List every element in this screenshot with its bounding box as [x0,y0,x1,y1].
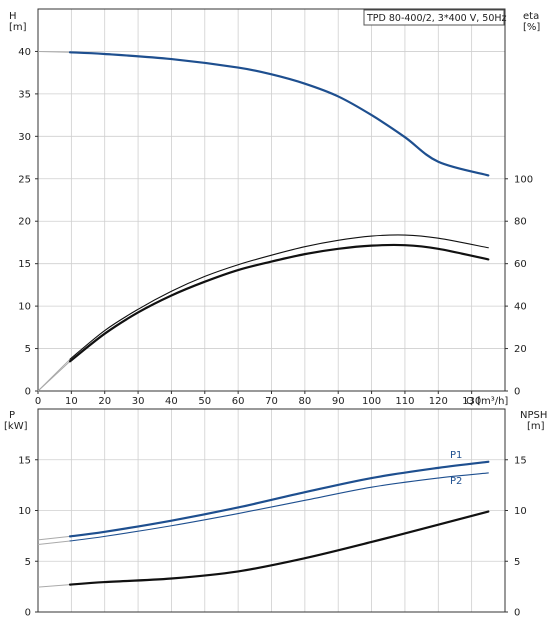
head-curve [68,51,490,177]
x-tick-label: 10 [65,396,78,407]
bottom-curves [37,460,490,588]
left-y-tick-label: 15 [18,455,31,466]
power-axis-label: P [9,410,15,421]
eta-tick-labels: 0 20 40 60 80 100 [505,174,533,398]
p2-series-label: P2 [450,476,462,487]
flow-axis-label: Q [m³/h] [466,396,508,407]
left-y-tick-label: 25 [18,174,31,185]
eta-axis-unit: [%] [523,22,540,33]
left-y-tick-label: 35 [18,89,31,100]
x-tick-label: 40 [165,396,178,407]
right-y-tick-label: 20 [514,344,527,355]
right-y-tick-label: 100 [514,174,533,185]
x-tick-label: 130 [462,396,481,407]
right-y-tick-label: 15 [514,455,527,466]
left-y-tick-label: 40 [18,47,31,58]
right-y-tick-label: 60 [514,259,527,270]
p1-series-label: P1 [450,450,462,461]
power-tick-labels: 0 5 10 15 [18,455,38,619]
right-y-tick-label: 0 [514,608,520,619]
p2-extension-line [37,540,71,545]
eta-hydraulic-extension-line [37,358,71,392]
p1-extension-line [37,535,71,541]
top-x-tick-labels: 0 10 20 30 40 50 60 70 80 90 100 110 120 130 [35,391,481,407]
head-efficiency-chart: 0 10 20 30 40 50 60 70 80 90 100 110 120 130 0 5 10 15 20… [9,8,540,407]
x-tick-label: 60 [232,396,245,407]
right-y-tick-label: 5 [514,557,520,568]
head-axis-label: H [9,11,17,22]
power-npsh-chart: 0 5 10 15 0 5 10 15 P [kW] NPSH [m] P1 P2 [4,408,547,619]
eta-total-curve [68,243,490,363]
head-axis-unit: [m] [9,22,27,33]
p1-curve [68,460,490,538]
right-y-tick-label: 40 [514,302,527,313]
p2-curve [69,472,489,542]
head-extension-line [37,50,71,53]
npsh-axis-label: NPSH [520,410,547,421]
power-axis-unit: [kW] [4,421,28,432]
legend-box [363,9,505,26]
npsh-curve [68,510,490,586]
left-y-tick-label: 30 [18,132,31,143]
head-tick-labels: 0 5 10 15 20 25 30 35 40 [18,47,38,398]
top-gridlines [37,9,505,392]
npsh-axis-unit: [m] [527,421,545,432]
left-y-tick-label: 10 [18,302,31,313]
eta-hydraulic-curve [69,234,489,360]
left-y-tick-label: 15 [18,259,31,270]
right-y-tick-label: 10 [514,506,527,517]
x-tick-label: 0 [35,396,41,407]
right-y-tick-label: 0 [514,387,520,398]
x-tick-label: 20 [98,396,111,407]
x-tick-label: 120 [429,396,448,407]
npsh-tick-labels: 0 5 10 15 [505,455,527,619]
left-y-tick-label: 10 [18,506,31,517]
x-tick-label: 50 [198,396,211,407]
npsh-extension-line [37,584,71,588]
x-tick-label: 30 [132,396,145,407]
eta-axis-label: eta [523,11,539,22]
x-tick-label: 70 [265,396,278,407]
left-y-tick-label: 0 [25,387,31,398]
pump-model-legend: TPD 80-400/2, 3*400 V, 50Hz [366,13,507,24]
x-tick-label: 90 [332,396,345,407]
left-y-tick-label: 5 [25,557,31,568]
left-y-tick-label: 20 [18,217,31,228]
right-y-tick-label: 80 [514,217,527,228]
left-y-tick-label: 5 [25,344,31,355]
x-tick-label: 100 [362,396,381,407]
left-y-tick-label: 0 [25,608,31,619]
x-tick-label: 80 [298,396,311,407]
x-tick-label: 110 [395,396,414,407]
top-curves [37,50,490,392]
